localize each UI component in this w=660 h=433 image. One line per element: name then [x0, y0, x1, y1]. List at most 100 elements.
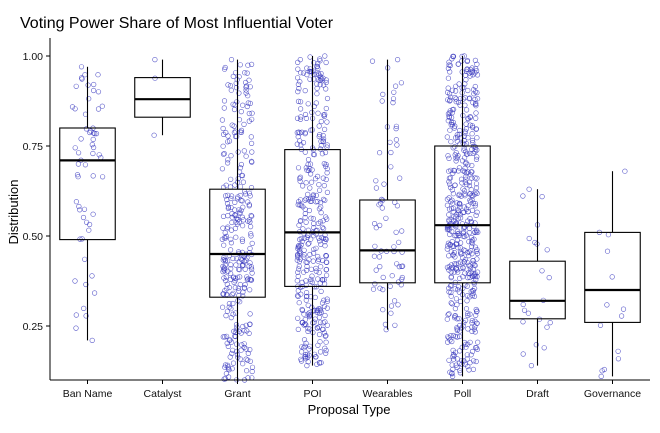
data-point	[239, 236, 245, 242]
data-point	[469, 131, 475, 137]
data-point	[454, 356, 460, 362]
data-point	[309, 304, 315, 311]
data-point	[93, 131, 100, 137]
data-point	[452, 313, 458, 319]
data-point	[78, 136, 84, 142]
data-point	[447, 108, 453, 114]
data-point	[305, 101, 311, 107]
data-point	[533, 342, 539, 348]
data-point	[520, 351, 526, 357]
data-point	[450, 191, 457, 197]
data-point	[240, 293, 246, 299]
data-point	[294, 130, 300, 136]
data-point	[299, 279, 305, 286]
data-point	[247, 84, 253, 90]
data-point	[469, 137, 476, 144]
data-point	[466, 239, 472, 245]
data-point	[238, 108, 244, 115]
data-point	[455, 210, 461, 216]
data-point	[447, 110, 453, 116]
data-point	[388, 164, 394, 170]
data-point	[620, 306, 627, 312]
data-point	[463, 174, 469, 180]
data-point	[462, 169, 468, 175]
data-point	[73, 199, 79, 205]
data-point	[469, 251, 475, 257]
data-point	[297, 130, 303, 136]
data-point	[372, 243, 378, 249]
data-point	[228, 87, 234, 93]
data-point	[222, 66, 228, 72]
data-point	[301, 235, 308, 241]
data-point	[247, 100, 253, 106]
data-point	[393, 137, 400, 143]
data-point	[323, 350, 329, 356]
data-point	[300, 183, 306, 189]
data-point	[243, 90, 249, 96]
data-point	[226, 304, 232, 310]
data-point	[605, 232, 612, 238]
data-point	[304, 259, 310, 265]
data-point	[303, 356, 309, 362]
data-point	[231, 106, 238, 113]
data-point	[299, 306, 305, 313]
y-tick-label: 0.25	[23, 321, 44, 333]
data-point	[316, 270, 322, 276]
data-point	[459, 180, 465, 186]
data-point	[450, 332, 457, 339]
data-point	[446, 218, 452, 224]
data-point	[304, 167, 310, 173]
data-point	[377, 222, 383, 228]
data-point	[317, 360, 323, 366]
data-point	[324, 272, 330, 278]
data-point	[229, 211, 235, 217]
data-point	[314, 81, 320, 87]
data-point	[392, 298, 398, 304]
data-point	[239, 172, 245, 178]
data-point	[228, 270, 234, 277]
data-point	[313, 354, 319, 360]
data-point	[316, 235, 322, 241]
data-point	[472, 229, 478, 235]
data-point	[445, 226, 452, 232]
data-point	[547, 320, 553, 326]
data-point	[241, 341, 247, 347]
data-point	[220, 291, 226, 297]
data-point	[473, 185, 480, 191]
data-point	[455, 269, 461, 275]
data-point	[467, 265, 473, 271]
data-point	[301, 269, 307, 275]
data-point	[243, 153, 249, 159]
data-point	[450, 170, 456, 176]
data-point	[455, 207, 461, 213]
data-point	[78, 64, 85, 70]
data-point	[303, 219, 309, 225]
data-point	[302, 149, 308, 155]
data-point	[248, 277, 255, 283]
data-point	[239, 263, 245, 269]
data-point	[225, 82, 231, 88]
data-point	[243, 346, 249, 352]
data-point	[321, 136, 327, 142]
data-point	[235, 216, 241, 223]
data-point	[473, 345, 479, 351]
data-point	[221, 376, 227, 382]
data-point	[465, 203, 471, 209]
data-point	[248, 212, 254, 219]
data-point	[463, 176, 469, 182]
data-point	[296, 266, 302, 272]
data-point	[469, 68, 476, 74]
data-point	[470, 260, 476, 267]
box-iqr	[434, 145, 491, 284]
data-point	[235, 194, 241, 200]
data-point	[229, 219, 235, 226]
data-point	[317, 56, 323, 62]
data-point	[239, 214, 245, 220]
data-point	[322, 312, 328, 319]
data-point	[223, 258, 229, 264]
y-tick-label: 0.50	[23, 231, 44, 243]
data-point	[389, 273, 395, 279]
data-point	[314, 85, 320, 91]
data-point	[226, 367, 232, 373]
